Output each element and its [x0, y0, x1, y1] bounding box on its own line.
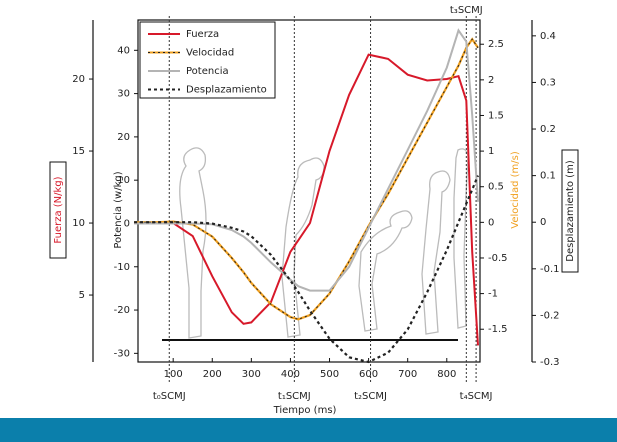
event-label: t₀SCMJ [153, 391, 186, 402]
y-tick-label: 0 [124, 218, 130, 229]
y-tick-label: 0.2 [540, 124, 556, 135]
legend-label: Desplazamiento [186, 85, 267, 96]
y-tick-label: 0.1 [540, 171, 556, 182]
x-tick-label: 800 [437, 369, 456, 380]
x-tick-label: 200 [203, 369, 222, 380]
y-tick-label: 40 [117, 45, 130, 56]
y-tick-label: 1.5 [488, 110, 504, 121]
y-tick-label: -1.5 [488, 324, 508, 335]
y-tick-label: 10 [72, 218, 85, 229]
x-tick-label: 400 [281, 369, 300, 380]
x-tick-label: 500 [320, 369, 339, 380]
footer-band [0, 418, 617, 442]
legend-label: Velocidad [186, 48, 234, 59]
y-tick-label: -10 [114, 262, 130, 273]
y3-label: Fuerza (N/kg) [53, 176, 64, 243]
x-tick-label: 600 [359, 369, 378, 380]
y-tick-label: 0 [540, 217, 546, 228]
y-tick-label: 15 [72, 146, 85, 157]
plot-frame [137, 19, 481, 363]
legend-label: Potencia [186, 66, 229, 77]
y-tick-label: 20 [72, 74, 85, 85]
event-label: t₂SCMJ [354, 391, 387, 402]
event-label: t₃SCMJ [450, 5, 483, 16]
legend-label: Fuerza [186, 29, 219, 40]
y-tick-label: 30 [117, 89, 130, 100]
desplazamiento-label-box [561, 149, 579, 273]
y-tick-label: 5 [79, 290, 85, 301]
y-tick-label: -30 [114, 348, 130, 359]
y-tick-label: 2.5 [488, 39, 504, 50]
series-line-dots [134, 38, 479, 320]
y-tick-label: 2 [488, 75, 494, 86]
y-tick-label: -0.3 [540, 357, 560, 368]
y-tick-label: -1 [488, 289, 498, 300]
legend-box [139, 21, 276, 99]
y2-label: Velocidad (m/s) [510, 151, 521, 229]
y-tick-label: 10 [117, 175, 130, 186]
y-tick-label: -20 [114, 305, 130, 316]
event-label: t₄SCMJ [460, 391, 493, 402]
x-label: Tiempo (ms) [273, 405, 337, 416]
x-tick-label: 700 [398, 369, 417, 380]
y-tick-label: -0.5 [488, 253, 508, 264]
x-tick-label: 100 [164, 369, 183, 380]
y-tick-label: 20 [117, 132, 130, 143]
y-label: Potencia (w/kg) [113, 171, 124, 248]
event-label: t₁SCMJ [278, 391, 311, 402]
series-line [134, 175, 480, 364]
x-tick-label: 300 [242, 369, 261, 380]
fuerza-label-box [49, 161, 67, 259]
y-tick-label: 0.4 [540, 31, 556, 42]
y-tick-label: -0.2 [540, 310, 560, 321]
y-tick-label: 0 [488, 217, 494, 228]
y-tick-label: 1 [488, 146, 494, 157]
y-tick-label: -0.1 [540, 264, 560, 275]
series-line [134, 28, 479, 292]
silhouettes [179, 147, 469, 339]
y-tick-label: 0.3 [540, 77, 556, 88]
y-tick-label: 0.5 [488, 182, 504, 193]
y4-label: Desplazamiento (m) [565, 160, 576, 262]
